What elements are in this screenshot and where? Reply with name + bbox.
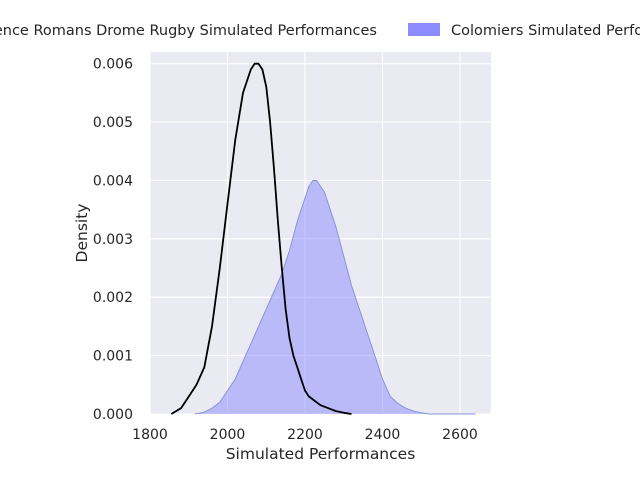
- x-tick-label: 2400: [365, 427, 401, 443]
- y-tick-label: 0.000: [93, 407, 133, 423]
- x-tick-label: 2200: [287, 427, 323, 443]
- series-layer: [170, 62, 476, 415]
- x-tick-label: 1800: [132, 427, 168, 443]
- series-area-colomiers: [194, 180, 476, 414]
- y-tick-label: 0.002: [93, 290, 133, 306]
- legend-label-colomiers: Colomiers Simulated Performances: [451, 23, 640, 39]
- legend-item-colomiers: Colomiers Simulated Performances: [408, 23, 640, 39]
- x-axis-label: Simulated Performances: [226, 445, 416, 463]
- x-axis-ticks: 1800 2000 2200 2400 2600: [132, 427, 478, 443]
- y-tick-label: 0.001: [93, 349, 133, 365]
- y-axis-ticks: 0.000 0.001 0.002 0.003 0.004 0.005 0.006: [93, 57, 133, 423]
- y-tick-label: 0.003: [93, 232, 133, 248]
- grid: [149, 52, 491, 415]
- y-tick-label: 0.005: [93, 115, 133, 131]
- legend: Valence Romans Drome Rugby Simulated Per…: [0, 23, 640, 39]
- x-tick-label: 2600: [442, 427, 478, 443]
- y-tick-label: 0.004: [93, 173, 133, 189]
- y-tick-label: 0.006: [93, 57, 133, 73]
- legend-item-valence: Valence Romans Drome Rugby Simulated Per…: [0, 23, 377, 39]
- legend-label-valence: Valence Romans Drome Rugby Simulated Per…: [0, 23, 377, 39]
- y-axis-label: Density: [73, 204, 91, 263]
- legend-swatch-colomiers: [408, 23, 440, 36]
- x-tick-label: 2000: [210, 427, 246, 443]
- series-line-valence: [170, 62, 352, 415]
- series-edge-colomiers: [194, 180, 476, 415]
